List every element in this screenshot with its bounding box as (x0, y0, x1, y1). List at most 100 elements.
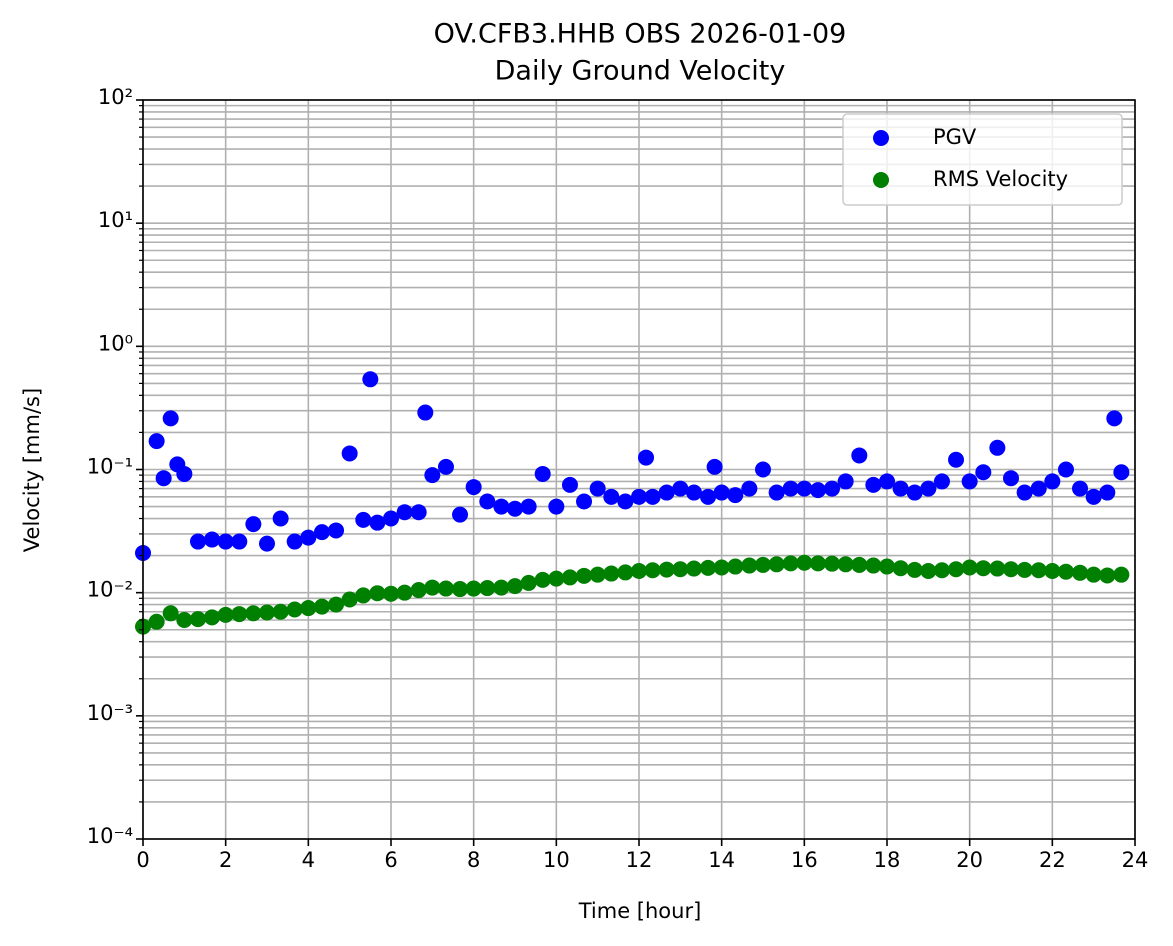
data-point (851, 556, 868, 573)
x-tick-label: 4 (302, 848, 315, 872)
data-point (906, 561, 923, 578)
data-point (638, 449, 655, 466)
data-point (961, 559, 978, 576)
data-point (809, 555, 826, 572)
data-point (672, 480, 689, 497)
data-point (685, 560, 702, 577)
y-tick-label: 10⁻⁴ (87, 824, 133, 848)
data-point (383, 585, 399, 602)
data-point (617, 493, 634, 510)
data-point (189, 611, 206, 628)
y-axis-label: Velocity [mm/s] (20, 388, 44, 552)
y-tick-label: 10⁻³ (87, 701, 133, 725)
data-point (417, 404, 434, 421)
data-point (1016, 561, 1033, 578)
data-point (217, 606, 234, 623)
data-point (452, 506, 469, 523)
data-point (328, 522, 345, 539)
data-point (1072, 564, 1089, 581)
x-tick-label: 20 (956, 848, 983, 872)
data-point (561, 476, 578, 493)
data-point (272, 603, 289, 620)
data-point (561, 569, 578, 586)
data-point (713, 559, 730, 576)
data-point (768, 556, 785, 573)
data-point (851, 447, 868, 464)
data-point (286, 533, 303, 550)
data-point (493, 498, 510, 515)
data-point (837, 556, 854, 573)
data-point (809, 482, 826, 499)
data-point (768, 484, 785, 501)
data-point (879, 473, 895, 490)
data-point (437, 580, 454, 597)
data-point (410, 504, 427, 521)
data-point (286, 601, 303, 618)
x-tick-label: 18 (874, 848, 901, 872)
data-point (176, 465, 193, 482)
data-point (589, 566, 606, 583)
data-point (1057, 461, 1074, 478)
x-tick-label: 24 (1122, 848, 1149, 872)
x-tick-label: 8 (467, 848, 480, 872)
x-tick-label: 6 (384, 848, 397, 872)
data-point (892, 480, 909, 497)
data-point (1072, 480, 1089, 497)
data-point (796, 480, 813, 497)
data-point (989, 439, 1006, 456)
data-point (589, 480, 606, 497)
data-point (410, 582, 427, 599)
data-point (355, 587, 372, 604)
data-point (534, 571, 551, 588)
data-point (700, 488, 717, 505)
data-point (1030, 480, 1047, 497)
data-point (824, 480, 841, 497)
data-point (741, 480, 758, 497)
data-point (1085, 488, 1102, 505)
data-point (1044, 473, 1061, 490)
data-point (1099, 567, 1116, 584)
data-point (1099, 484, 1116, 501)
plot-marks (135, 371, 1130, 635)
data-point (1003, 470, 1019, 487)
data-point (162, 410, 179, 427)
data-point (644, 488, 661, 505)
x-tick-label: 16 (791, 848, 818, 872)
data-point (755, 556, 771, 573)
data-point (755, 461, 771, 478)
data-point (362, 371, 379, 388)
legend: PGV RMS Velocity (842, 113, 1123, 206)
data-point (300, 529, 317, 546)
data-point (162, 605, 179, 622)
data-point (1003, 561, 1019, 578)
x-tick-label: 12 (626, 848, 653, 872)
data-point (148, 433, 165, 450)
data-point (685, 484, 702, 501)
data-point (603, 488, 620, 505)
data-point (989, 560, 1006, 577)
data-point (782, 555, 799, 572)
data-point (1085, 566, 1102, 583)
data-point (217, 533, 234, 550)
data-point (437, 458, 454, 475)
data-point (231, 533, 248, 550)
data-point (975, 560, 992, 577)
data-point (727, 558, 744, 575)
data-point (741, 557, 758, 574)
data-point (313, 598, 330, 615)
data-point (245, 516, 262, 533)
x-tick-label: 10 (543, 848, 570, 872)
data-point (328, 596, 345, 613)
data-point (424, 579, 441, 596)
data-point (879, 558, 895, 575)
data-point (396, 584, 413, 601)
plot-frame (142, 99, 1136, 840)
chart-subtitle: Daily Ground Velocity (495, 56, 786, 87)
y-tick-label: 10⁻² (87, 578, 133, 602)
y-tick-label: 10¹ (98, 208, 133, 232)
data-point (479, 580, 496, 597)
data-point (672, 561, 689, 578)
data-point (603, 565, 620, 582)
